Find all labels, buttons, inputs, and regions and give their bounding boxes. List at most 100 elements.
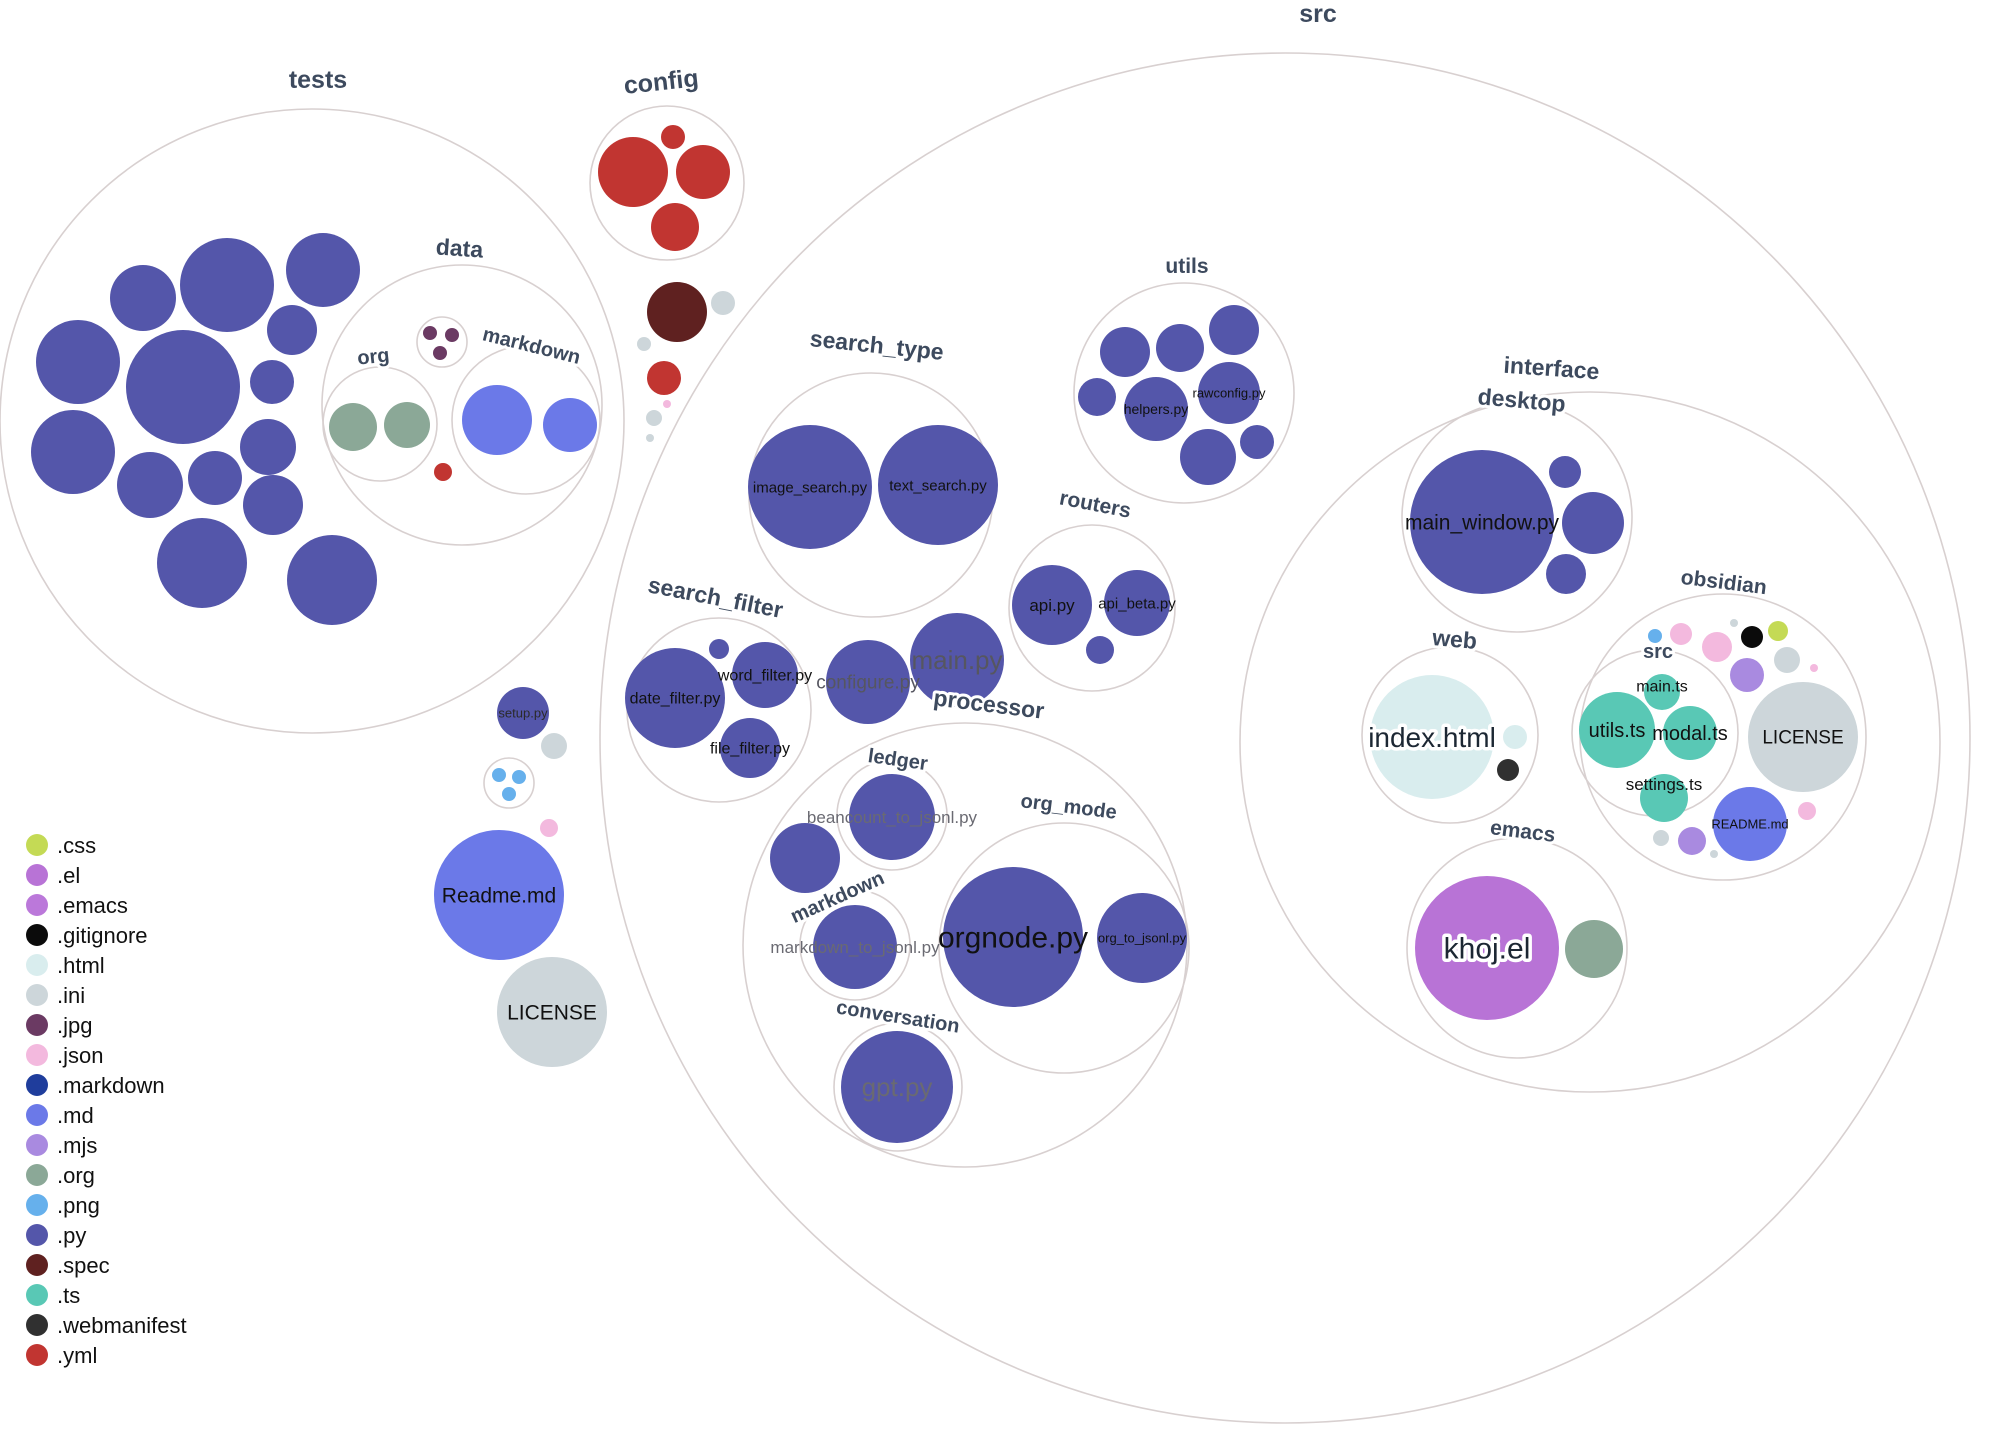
file-data-yml-1-circle <box>434 463 452 481</box>
file-config-yml-3-circle <box>676 145 730 199</box>
folder-ledger-circle <box>836 759 948 871</box>
file-root-ini-2-circle <box>637 337 651 351</box>
folder-search-type-label: search_type <box>809 325 945 365</box>
file-obs-ini-3-circle <box>1653 830 1669 846</box>
legend-item: .css <box>26 833 96 858</box>
folder-src-root-circle <box>599 52 1971 1424</box>
legend-item: .ts <box>26 1283 80 1308</box>
legend-label-emacs: .emacs <box>57 893 128 918</box>
legend-dot-png <box>26 1194 48 1216</box>
file-desktop-py-3-circle <box>1546 554 1586 594</box>
file-obs-json-3-circle <box>1810 664 1818 672</box>
file-obs-mjs-2-circle <box>1678 827 1706 855</box>
file-obs-mjs-1-circle <box>1730 658 1764 692</box>
file-readme-md-circle <box>434 830 564 960</box>
folder-data-org-circle <box>322 366 438 482</box>
legend-item: .png <box>26 1193 100 1218</box>
file-obs-ini-4-circle <box>1710 850 1718 858</box>
file-file-filter-py-circle <box>720 718 780 778</box>
legend-item: .html <box>26 953 105 978</box>
folder-desktop-label: desktop <box>1477 383 1567 417</box>
legend-label-md: .md <box>57 1103 94 1128</box>
legend-dot-css <box>26 834 48 856</box>
legend-label-css: .css <box>57 833 96 858</box>
file-tests-py-1-circle <box>110 265 176 331</box>
legend-item: .webmanifest <box>26 1313 187 1338</box>
folder-data-markdown-circle <box>451 345 601 495</box>
legend-item: .json <box>26 1043 103 1068</box>
file-main-window-py-circle <box>1410 450 1554 594</box>
folder-org-mode-circle <box>938 822 1190 1074</box>
file-tests-py-11-circle <box>240 419 296 475</box>
file-data-org-2-circle <box>384 402 430 448</box>
file-word-filter-py-circle <box>732 642 798 708</box>
legend-dot-ts <box>26 1284 48 1306</box>
file-utils-py-4-circle <box>1078 378 1116 416</box>
file-web-webmanifest-circle <box>1497 759 1519 781</box>
legend-label-org: .org <box>57 1163 95 1188</box>
folder-utils-label: utils <box>1165 255 1208 278</box>
file-data-md-1-circle <box>462 385 532 455</box>
folder-desktop-circle <box>1401 401 1633 633</box>
legend-dot-webmanifest <box>26 1314 48 1336</box>
file-tests-py-3-circle <box>286 233 360 307</box>
file-utils-py-6-circle <box>1240 425 1274 459</box>
file-data-md-2-circle <box>543 398 597 452</box>
legend-item: .py <box>26 1223 86 1248</box>
file-obs-json-2-circle <box>1702 632 1732 662</box>
folder-config-circle <box>589 105 745 261</box>
file-root-ini-3-circle <box>646 410 662 426</box>
file-khoj-el-circle <box>1415 876 1559 1020</box>
legend-dot-html <box>26 954 48 976</box>
file-beancount-to-jsonl-py-circle <box>849 774 935 860</box>
legend-dot-md <box>26 1104 48 1126</box>
file-config-yml-4-circle <box>651 203 699 251</box>
file-desktop-py-1-circle <box>1549 456 1581 488</box>
folder-data-label: data <box>435 233 484 262</box>
file-data-jpg-3-circle <box>433 346 447 360</box>
file-tests-py-10-circle <box>188 451 242 505</box>
legend-dot-yml <box>26 1344 48 1366</box>
file-utils-py-5-circle <box>1180 429 1236 485</box>
file-processor-py-dot-circle <box>770 823 840 893</box>
file-png-1-circle <box>492 768 506 782</box>
legend-dot-spec <box>26 1254 48 1276</box>
folder-web-circle <box>1361 646 1539 824</box>
file-root-ini-1-circle <box>711 291 735 315</box>
file-modal-ts-circle <box>1663 706 1717 760</box>
file-api-py-circle <box>1012 565 1092 645</box>
folder-data-jpg-group-circle <box>416 316 468 368</box>
folder-routers-label: routers <box>1058 486 1133 522</box>
file-tests-py-7-circle <box>250 360 294 404</box>
file-obs-license-circle <box>1748 682 1858 792</box>
legend-label-webmanifest: .webmanifest <box>57 1313 187 1338</box>
file-tests-py-4-circle <box>36 320 120 404</box>
legend-item: .jpg <box>26 1013 92 1038</box>
legend-dot-json <box>26 1044 48 1066</box>
file-data-org-1-circle <box>329 403 377 451</box>
file-setup-py-circle <box>497 687 549 739</box>
folder-search-filter-label: search_filter <box>646 571 785 623</box>
file-obs-json-4-circle <box>1798 802 1816 820</box>
legend-item: .gitignore <box>26 923 148 948</box>
file-routers-py-dot-circle <box>1086 636 1114 664</box>
files-layer <box>31 125 1858 1143</box>
legend-dot-emacs <box>26 894 48 916</box>
folder-tests-circle <box>0 108 625 734</box>
file-png-2-circle <box>512 770 526 784</box>
folder-src-root-label: src <box>1299 0 1337 28</box>
file-root-ini-5-circle <box>541 733 567 759</box>
file-root-spec-circle <box>647 282 707 342</box>
folder-config-label: config <box>622 64 700 100</box>
file-utils-ts-circle <box>1579 692 1655 768</box>
file-text-search-py-circle <box>878 425 998 545</box>
legend-item: .ini <box>26 983 85 1008</box>
file-png-3-circle <box>502 787 516 801</box>
legend-dot-markdown <box>26 1074 48 1096</box>
legend-dot-py <box>26 1224 48 1246</box>
file-configure-py-circle <box>826 640 910 724</box>
legend-label-gitignore: .gitignore <box>57 923 148 948</box>
legend-label-spec: .spec <box>57 1253 110 1278</box>
legend-label-ts: .ts <box>57 1283 80 1308</box>
